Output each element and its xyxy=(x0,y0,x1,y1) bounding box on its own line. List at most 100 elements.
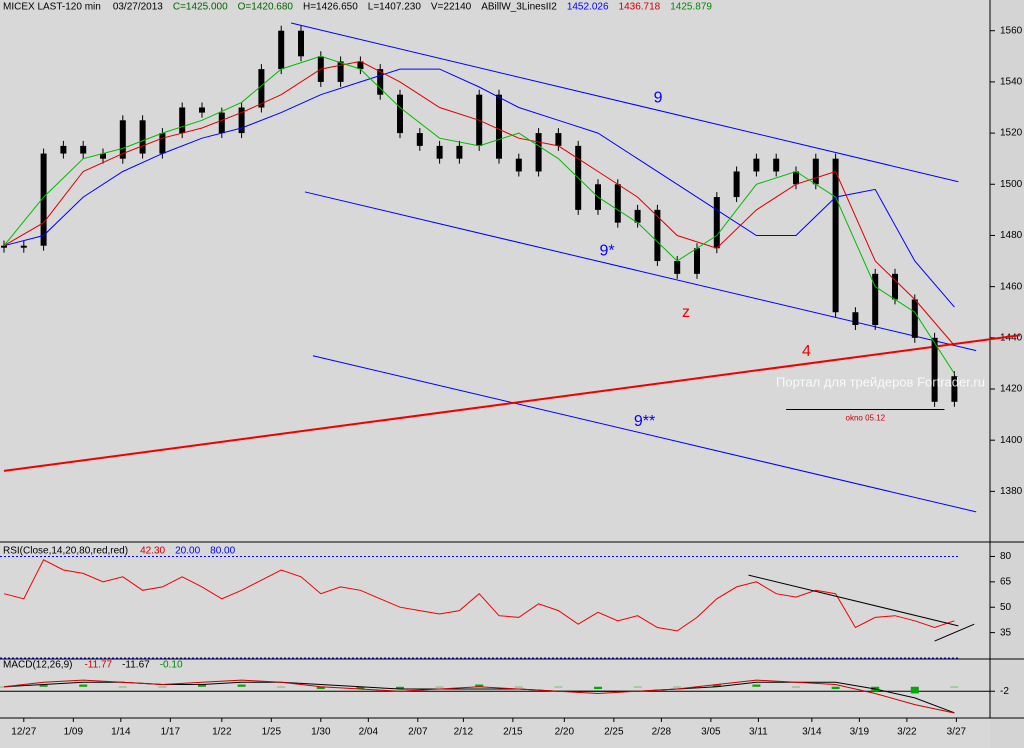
candle xyxy=(258,69,265,108)
moving-average xyxy=(3,68,955,308)
candle xyxy=(456,145,463,159)
x-tick-label: 3/19 xyxy=(850,727,870,738)
header-value: 03/27/2013 xyxy=(113,2,163,13)
moving-average xyxy=(3,55,955,374)
candle xyxy=(238,107,245,134)
header-value: O=1420.680 xyxy=(238,2,294,13)
candle xyxy=(753,158,760,172)
candle xyxy=(872,273,879,326)
candle xyxy=(654,209,661,262)
candle xyxy=(199,107,205,113)
x-tick-label: 2/20 xyxy=(555,727,575,738)
histogram-bar xyxy=(118,686,127,688)
histogram-bar xyxy=(277,686,286,688)
histogram-bar xyxy=(158,686,167,688)
histogram-bar xyxy=(950,686,959,688)
candle xyxy=(60,145,67,154)
header-value: 1425.879 xyxy=(670,2,712,13)
x-tick-label: 3/05 xyxy=(701,727,721,738)
candle xyxy=(397,94,403,134)
histogram-bar xyxy=(356,686,365,689)
histogram-bar xyxy=(673,686,682,688)
y-tick-label: 1480 xyxy=(1000,230,1023,241)
trend-label: 4 xyxy=(802,343,811,360)
y-tick-label: 1380 xyxy=(1000,486,1023,497)
histogram-bar xyxy=(831,686,840,689)
trend-label: 9 xyxy=(654,90,663,107)
candle xyxy=(357,61,364,70)
x-tick-label: 2/25 xyxy=(604,727,624,738)
panel-title: RSI(Close,14,20,80,red,red) xyxy=(3,546,128,557)
macd-line xyxy=(3,679,955,714)
candle xyxy=(179,107,186,134)
header-value: ABillW_3LinesII2 xyxy=(481,2,557,13)
candle xyxy=(119,120,126,159)
candle xyxy=(634,209,641,223)
histogram-bar xyxy=(712,684,721,687)
trend-line xyxy=(748,574,959,627)
candle xyxy=(812,158,819,185)
histogram-bar xyxy=(514,686,523,688)
y-tick-label: 1500 xyxy=(1000,179,1023,190)
x-tick-label: 2/04 xyxy=(359,727,379,738)
histogram-bar xyxy=(316,686,325,689)
candle xyxy=(416,133,423,146)
candle xyxy=(852,312,859,326)
histogram-bar xyxy=(0,686,8,688)
header-value: 1452.026 xyxy=(567,2,609,13)
x-tick-label: 1/30 xyxy=(311,727,331,738)
y-tick-label: 35 xyxy=(1000,627,1012,638)
annotation: z xyxy=(682,304,690,321)
candle xyxy=(100,153,106,159)
y-tick-label: 1540 xyxy=(1000,77,1023,88)
histogram-bar xyxy=(475,684,484,687)
x-tick-label: 3/14 xyxy=(802,727,822,738)
header-value: H=1426.650 xyxy=(303,2,358,13)
x-tick-label: 1/17 xyxy=(161,727,181,738)
header-value: 42.30 xyxy=(140,546,165,557)
y-tick-label: 1520 xyxy=(1000,128,1023,139)
candle xyxy=(159,133,166,154)
x-tick-label: 1/09 xyxy=(64,727,84,738)
level-label: okno 05.12 xyxy=(846,414,886,423)
candle xyxy=(911,299,918,338)
candle xyxy=(139,120,146,154)
candle xyxy=(951,376,958,402)
candle xyxy=(931,337,938,402)
x-tick-label: 3/22 xyxy=(897,727,917,738)
header-value: C=1425.000 xyxy=(173,2,228,13)
candle xyxy=(515,158,522,172)
trend-label: 9** xyxy=(634,413,655,430)
histogram-bar xyxy=(198,684,206,687)
y-tick-label: 1420 xyxy=(1000,384,1023,395)
x-tick-label: 12/27 xyxy=(11,727,36,738)
x-tick-label: 2/15 xyxy=(503,727,523,738)
x-tick-label: 3/27 xyxy=(947,727,967,738)
x-tick-label: 1/22 xyxy=(212,727,232,738)
candle xyxy=(674,261,681,274)
candle xyxy=(377,69,384,95)
y-tick-label: 50 xyxy=(1000,602,1012,613)
x-tick-label: 1/25 xyxy=(262,727,282,738)
y-tick-label: -2 xyxy=(1000,686,1009,697)
panel-title: MACD(12,26,9) xyxy=(3,660,72,671)
candle xyxy=(298,30,304,57)
histogram-bar xyxy=(910,686,919,694)
trend-line xyxy=(312,355,977,513)
panel-title: MICEX LAST-120 min xyxy=(3,2,101,13)
rsi-line xyxy=(3,559,955,632)
candle xyxy=(496,94,502,159)
candle xyxy=(555,133,562,146)
trend-line xyxy=(934,623,975,642)
y-tick-label: 1440 xyxy=(1000,332,1023,343)
x-tick-label: 2/07 xyxy=(408,727,428,738)
candle xyxy=(278,30,285,70)
candle xyxy=(1,245,7,248)
trend-line xyxy=(304,191,977,352)
header-value: 20.00 xyxy=(175,546,200,557)
header-value: -11.77 xyxy=(84,660,112,671)
y-tick-label: 80 xyxy=(1000,551,1012,562)
histogram-bar xyxy=(39,684,48,687)
y-tick-label: 1460 xyxy=(1000,281,1023,292)
